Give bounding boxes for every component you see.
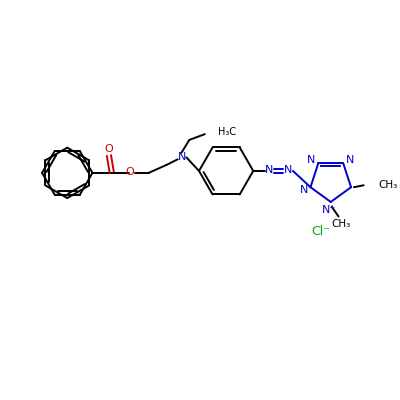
Text: N: N: [284, 165, 292, 175]
Text: H₃C: H₃C: [218, 127, 236, 137]
Text: N: N: [307, 156, 316, 166]
Text: N: N: [177, 152, 186, 162]
Text: O: O: [104, 144, 113, 154]
Text: O: O: [126, 167, 135, 177]
Text: CH₃: CH₃: [378, 180, 398, 190]
Text: CH₃: CH₃: [332, 219, 351, 229]
Text: Cl⁻: Cl⁻: [312, 224, 330, 238]
Text: N⁺: N⁺: [322, 205, 336, 215]
Text: N: N: [346, 156, 354, 166]
Text: N: N: [300, 185, 308, 195]
Text: N: N: [264, 165, 273, 175]
